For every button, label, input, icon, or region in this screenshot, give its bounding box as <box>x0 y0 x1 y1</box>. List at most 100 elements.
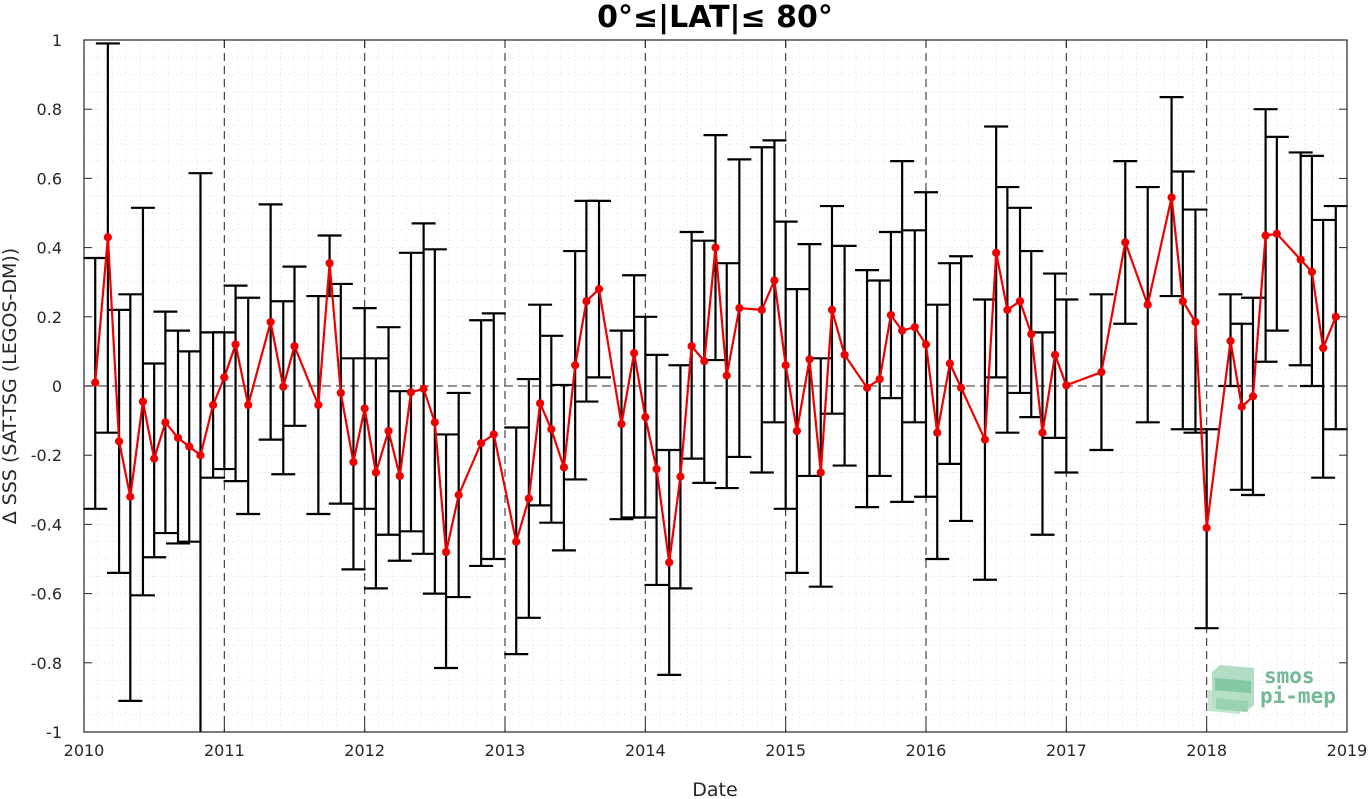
data-point <box>196 451 205 460</box>
data-point <box>1003 305 1012 314</box>
data-point <box>395 471 404 481</box>
logo-text-pi-mep: pi-mep <box>1260 684 1336 708</box>
data-point <box>886 310 896 320</box>
y-tick-label: 0.6 <box>37 169 62 188</box>
y-tick-label: 0.4 <box>37 239 62 258</box>
data-point <box>1237 402 1246 411</box>
y-tick-label: 1 <box>52 31 62 50</box>
data-point <box>489 430 498 439</box>
x-tick-label: 2016 <box>906 741 947 760</box>
data-point <box>384 426 393 436</box>
data-point <box>980 435 990 444</box>
x-tick-label: 2017 <box>1046 741 1087 760</box>
data-point <box>700 356 709 366</box>
data-point <box>898 326 907 335</box>
data-point <box>1062 381 1071 390</box>
y-axis-label: Δ SSS (SAT-TSG (LEGOS-DM)) <box>0 248 21 524</box>
y-tick-label: -0.8 <box>31 654 62 673</box>
y-tick-label: -0.2 <box>31 446 62 465</box>
data-point <box>816 468 825 477</box>
x-tick-label: 2014 <box>625 741 666 760</box>
data-point <box>933 428 942 437</box>
data-point <box>406 388 416 397</box>
series-markers <box>91 193 1340 567</box>
chart-title: 0°≤|LAT|≤ 80° <box>597 0 833 35</box>
data-point <box>173 433 183 442</box>
data-point <box>862 383 872 392</box>
data-point <box>290 342 299 351</box>
data-point <box>792 426 801 436</box>
data-point <box>477 438 486 448</box>
x-tick-label: 2018 <box>1186 741 1227 760</box>
data-point <box>665 558 674 567</box>
data-point <box>1202 523 1211 532</box>
data-point <box>676 472 685 481</box>
data-point <box>1191 317 1200 327</box>
data-point <box>992 248 1001 257</box>
data-point <box>441 547 451 557</box>
x-tick-label: 2012 <box>344 741 385 760</box>
x-tick-label: 2010 <box>64 741 105 760</box>
data-point <box>757 305 766 314</box>
data-point <box>1178 297 1187 306</box>
data-point <box>547 425 556 434</box>
data-point <box>126 492 135 501</box>
data-point <box>244 400 253 410</box>
x-tick-labels: 2010 2011 2012 2013 2014 2015 2016 2017 2018 2019 <box>64 741 1368 760</box>
y-tick-label: 0.8 <box>37 100 62 119</box>
data-point <box>827 305 837 314</box>
data-point <box>945 359 954 368</box>
data-point <box>1027 330 1036 339</box>
data-point <box>360 404 369 413</box>
data-point <box>220 373 229 382</box>
logo-text-smos: smos <box>1264 664 1315 688</box>
data-point <box>138 397 148 406</box>
data-point <box>454 490 463 500</box>
data-point <box>735 304 744 313</box>
x-tick-label: 2011 <box>204 741 245 760</box>
x-tick-label: 2019 <box>1327 741 1368 760</box>
data-point <box>1331 312 1340 321</box>
data-point <box>1015 297 1025 306</box>
data-point <box>781 361 790 370</box>
data-point <box>1143 300 1152 309</box>
smos-pi-mep-logo: smos pi-mep <box>1208 664 1336 714</box>
data-point <box>559 463 569 472</box>
data-point <box>1319 343 1328 353</box>
data-point <box>349 458 358 467</box>
data-point <box>956 383 966 392</box>
data-point <box>185 442 194 451</box>
data-point <box>805 355 814 364</box>
data-point <box>641 413 650 422</box>
data-point <box>371 468 380 477</box>
data-point <box>840 350 849 359</box>
y-tick-label: 0.2 <box>37 308 62 327</box>
data-point <box>325 259 334 268</box>
data-point <box>103 233 112 242</box>
data-point <box>1121 238 1130 247</box>
y-tick-label: -0.4 <box>31 515 62 534</box>
data-point <box>652 464 661 474</box>
data-point <box>1097 368 1106 377</box>
data-point <box>1261 231 1270 240</box>
y-tick-label: 0 <box>52 377 62 396</box>
data-point <box>711 243 720 252</box>
data-point <box>209 400 218 410</box>
data-point <box>114 437 124 446</box>
data-point <box>430 418 439 427</box>
data-point <box>921 340 931 349</box>
y-tick-label: -1 <box>46 723 62 742</box>
axis-ticks <box>83 39 1348 733</box>
data-point <box>419 384 428 393</box>
data-point <box>594 285 604 294</box>
data-point <box>617 419 626 429</box>
data-point <box>314 400 323 410</box>
data-point <box>1051 350 1060 359</box>
data-point <box>1226 336 1235 346</box>
data-point <box>1038 428 1047 437</box>
data-point <box>910 323 919 332</box>
data-point <box>571 361 580 370</box>
data-point <box>91 378 100 387</box>
logo-mark-icon <box>1208 665 1254 714</box>
data-point <box>279 382 288 391</box>
